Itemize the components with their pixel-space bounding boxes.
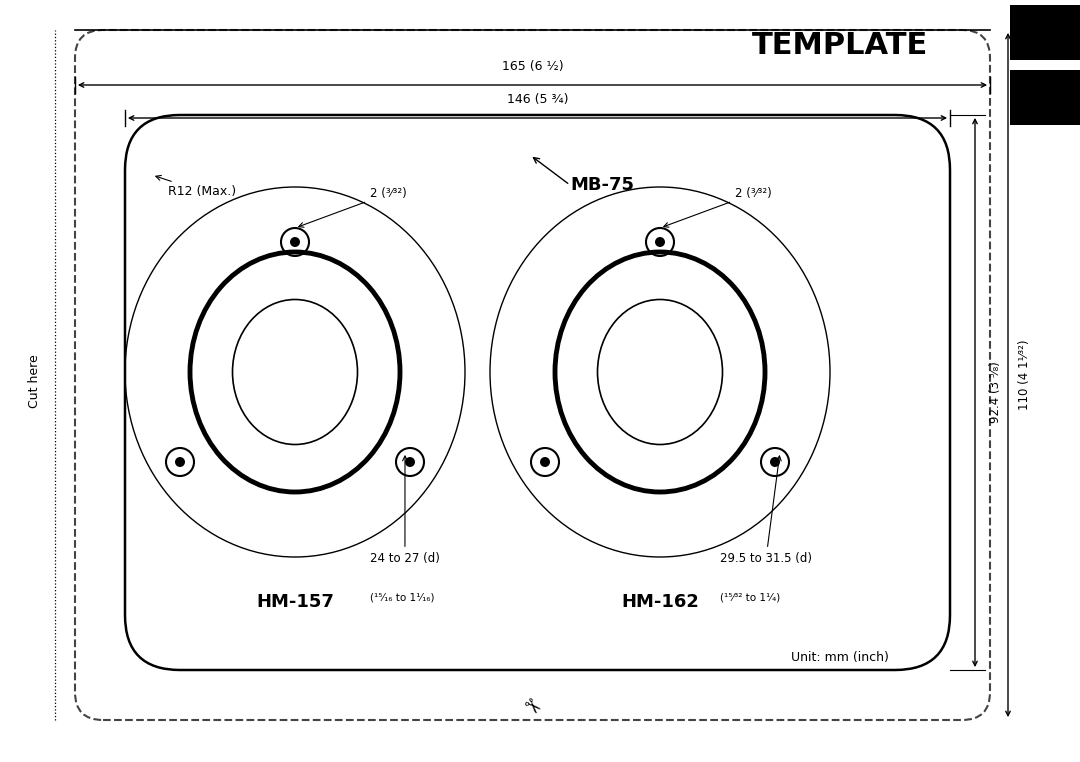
Ellipse shape xyxy=(540,457,550,467)
Text: 92.4 (3 ⁵⁄₈): 92.4 (3 ⁵⁄₈) xyxy=(989,362,1002,424)
Text: 165 (6 ½): 165 (6 ½) xyxy=(502,60,564,73)
Bar xyxy=(1010,70,1080,125)
Ellipse shape xyxy=(175,457,185,467)
Text: Cut here: Cut here xyxy=(28,354,41,408)
Text: (¹⁵⁄³² to 1¹⁄₄): (¹⁵⁄³² to 1¹⁄₄) xyxy=(720,592,780,602)
Ellipse shape xyxy=(654,237,665,247)
Ellipse shape xyxy=(405,457,415,467)
Text: 110 (4 1¹⁄³²): 110 (4 1¹⁄³²) xyxy=(1018,340,1031,410)
Ellipse shape xyxy=(770,457,780,467)
Text: R12 (Max.): R12 (Max.) xyxy=(156,175,237,198)
Text: ✂: ✂ xyxy=(516,693,543,720)
Text: Unit: mm (inch): Unit: mm (inch) xyxy=(791,651,889,664)
Text: HM-162: HM-162 xyxy=(621,593,699,611)
Text: 2 (³⁄³²): 2 (³⁄³²) xyxy=(299,187,407,227)
Bar xyxy=(1010,5,1080,60)
Text: (¹⁵⁄₁₆ to 1¹⁄₁₆): (¹⁵⁄₁₆ to 1¹⁄₁₆) xyxy=(370,592,434,602)
Text: 146 (5 ¾): 146 (5 ¾) xyxy=(507,93,568,106)
Text: MB-75: MB-75 xyxy=(570,176,634,194)
Text: 2 (³⁄³²): 2 (³⁄³²) xyxy=(664,187,772,227)
Text: 29.5 to 31.5 (d): 29.5 to 31.5 (d) xyxy=(720,456,812,565)
Ellipse shape xyxy=(291,237,300,247)
Text: 24 to 27 (d): 24 to 27 (d) xyxy=(370,456,440,565)
Text: HM-157: HM-157 xyxy=(256,593,334,611)
Text: TEMPLATE: TEMPLATE xyxy=(752,30,928,59)
